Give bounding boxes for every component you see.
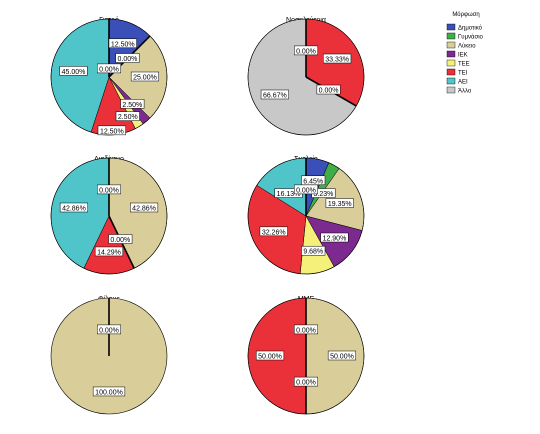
slice-label-box bbox=[325, 198, 354, 208]
slice-label: 0.00% bbox=[296, 48, 316, 55]
slice-label: 6.45% bbox=[303, 178, 323, 185]
pie-6: ΜΜΕ50.00%0.00%50.00%0.00% bbox=[247, 296, 365, 415]
slice-label-box bbox=[260, 89, 289, 100]
slice-label: 2.50% bbox=[122, 102, 142, 109]
slice-label-box bbox=[120, 99, 145, 109]
slice-label: 12.50% bbox=[100, 128, 124, 135]
slice-label-box bbox=[320, 232, 349, 243]
pie-4: Σχολείο6.45%3.23%19.35%12.90%9.68%32.26%… bbox=[247, 155, 365, 275]
slice-label-box bbox=[108, 38, 137, 49]
slice-label: 42.86% bbox=[62, 205, 86, 212]
slice-label-box bbox=[301, 245, 326, 256]
legend: Μόρφωση Δημοτικό Γυμνάσιο Λύκειο ΙΕΚ ΤΕΕ ΤΕΙ ΑΕ… bbox=[446, 11, 484, 95]
legend-title: Μόρφωση bbox=[452, 11, 479, 18]
slice-label-box bbox=[97, 63, 121, 74]
slice-label-box bbox=[294, 324, 318, 335]
slice-label: 19.35% bbox=[328, 201, 352, 208]
legend-label: ΙΕΚ bbox=[458, 53, 468, 59]
slice-label: 50.00% bbox=[258, 354, 282, 361]
slice-label: 66.67% bbox=[263, 92, 287, 99]
slice-label-box bbox=[115, 111, 140, 121]
legend-swatch bbox=[446, 50, 456, 58]
legend-swatch bbox=[446, 77, 456, 85]
slice-label: 0.00% bbox=[110, 237, 130, 244]
slice-label-box bbox=[97, 324, 121, 335]
slice-label: 0.00% bbox=[118, 56, 138, 63]
slice-label-box bbox=[294, 376, 318, 387]
slice-label: 16.13% bbox=[277, 191, 301, 198]
slice-label: 0.00% bbox=[319, 88, 339, 95]
pie-3: Διαδίκτυο42.86%0.00%14.29%42.86%0.00% bbox=[50, 155, 168, 275]
slice-label-box bbox=[130, 202, 159, 213]
legend-label: Λύκειο bbox=[458, 44, 476, 50]
slice-label: 0.00% bbox=[296, 187, 316, 194]
slice-label: 0.00% bbox=[99, 327, 119, 334]
legend-label: Δημοτικό bbox=[458, 25, 483, 32]
legend-swatch bbox=[446, 41, 456, 49]
slice-label-box bbox=[327, 350, 357, 361]
pie-2: Νοσηλεύτρια33.33%0.00%66.67%0.00% bbox=[247, 16, 365, 136]
slice-label: 0.00% bbox=[296, 380, 316, 387]
legend-label: ΑΕΙ bbox=[458, 80, 468, 86]
slice-label: 42.86% bbox=[132, 205, 156, 212]
slice-label-box bbox=[97, 125, 126, 136]
slice-label-box bbox=[294, 45, 318, 56]
legend-swatch bbox=[446, 32, 456, 40]
legend-label: Γυμνάσιο bbox=[458, 34, 484, 41]
slice-label-box bbox=[97, 184, 121, 195]
legend-swatch bbox=[446, 23, 456, 31]
pie-1: Γιατρό12.50%0.00%25.00%2.50%2.50%12.50%4… bbox=[50, 16, 168, 136]
slice-label: 0.00% bbox=[99, 187, 119, 194]
legend-label: Άλλο bbox=[458, 89, 472, 95]
slice-label: 45.00% bbox=[62, 69, 86, 76]
slice-label-box bbox=[259, 226, 288, 237]
slice-label-box bbox=[108, 234, 133, 244]
slice-label-box bbox=[59, 66, 88, 76]
slice-label-box bbox=[115, 53, 140, 63]
slice-label: 0.00% bbox=[99, 66, 119, 73]
slice-label: 33.33% bbox=[325, 57, 349, 64]
slice-label-box bbox=[323, 53, 352, 64]
slice-label-box bbox=[316, 84, 341, 95]
legend-swatch bbox=[446, 68, 456, 76]
slice-label: 9.68% bbox=[303, 249, 323, 256]
slice-label: 12.50% bbox=[111, 41, 135, 48]
slice-label-box bbox=[59, 202, 88, 213]
slice-label: 25.00% bbox=[133, 75, 157, 82]
legend-label: ΤΕΙ bbox=[458, 71, 468, 77]
slice-label: 0.00% bbox=[296, 327, 316, 334]
slice-label: 14.29% bbox=[97, 249, 121, 256]
legend-swatch bbox=[446, 59, 456, 67]
pie-5: Φίλους100.00%0.00% bbox=[50, 295, 168, 415]
slice-label-box bbox=[255, 350, 285, 361]
slice-label: 12.90% bbox=[323, 236, 347, 243]
slice-label-box bbox=[94, 246, 124, 257]
slice-label: 50.00% bbox=[330, 354, 354, 361]
legend-label: ΤΕΕ bbox=[458, 62, 470, 68]
slice-label: 2.50% bbox=[118, 114, 138, 121]
legend-swatch bbox=[446, 86, 456, 94]
slice-label-box bbox=[92, 386, 126, 397]
slice-label: 100.00% bbox=[95, 389, 123, 396]
slice-label-box bbox=[130, 71, 160, 82]
slice-label: 32.26% bbox=[262, 229, 286, 236]
slice-label: 3.23% bbox=[314, 191, 334, 198]
slice-label-box bbox=[294, 184, 318, 195]
